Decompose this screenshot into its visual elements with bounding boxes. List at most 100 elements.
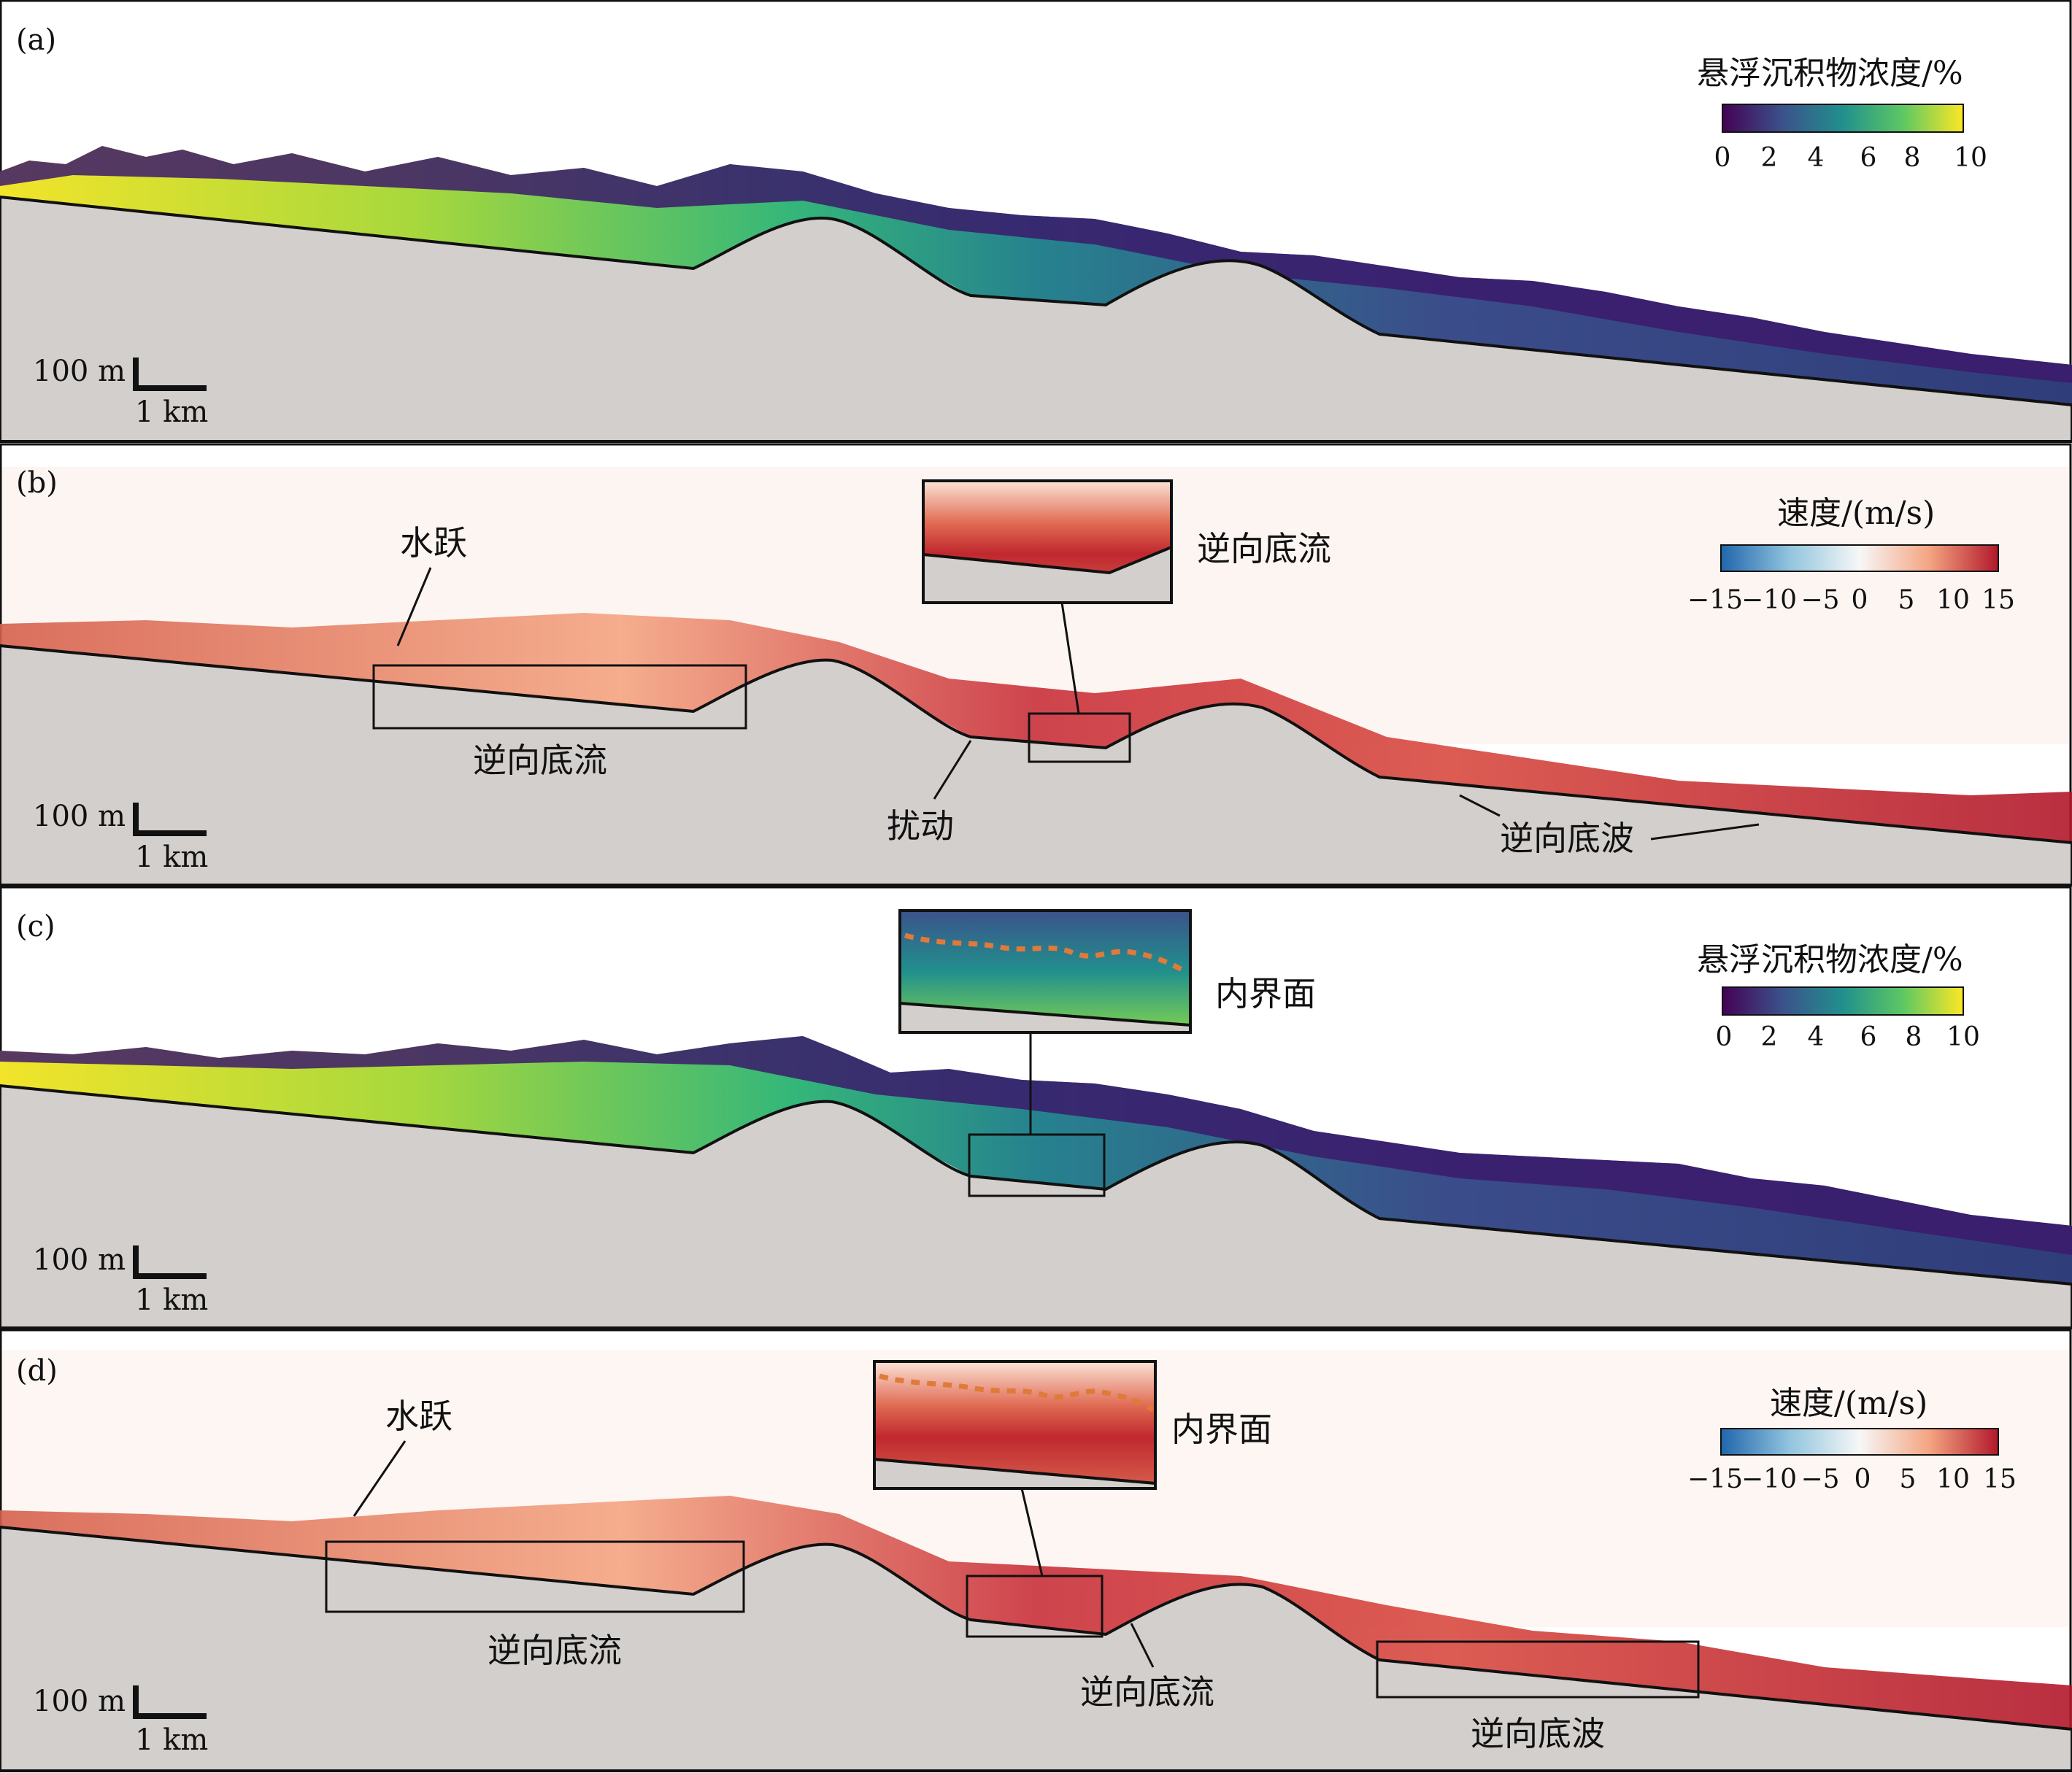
panel-d-colorbar-tick: 5 — [1900, 1464, 1917, 1494]
panel-b-colorbar-tick: 10 — [1936, 585, 1970, 615]
reverse-bedwave-leader-1 — [1459, 794, 1501, 817]
panel-a-terrain — [0, 195, 2072, 443]
panel-c-colorbar-tick: 4 — [1808, 1022, 1825, 1052]
hydraulic-jump-leader — [353, 1440, 407, 1517]
panel-b-colorbar: 速度/(m/s) −15 −10 −5 0 5 10 15 — [1687, 495, 2015, 615]
inset-internal-interface — [873, 1360, 1157, 1490]
panel-a-colorbar-tick: 10 — [1954, 143, 1987, 173]
interface-dashed-line — [904, 932, 1187, 975]
panel-a: (a) 悬浮沉积物浓度/% 0 2 4 6 8 10 100 m 1 km — [0, 0, 2072, 443]
reverse-bedwave-box — [1376, 1640, 1700, 1699]
panel-c-plume-tops — [0, 1036, 2072, 1255]
inset-connector — [1060, 602, 1080, 714]
panel-c-scale-bar: 100 m 1 km — [33, 1243, 208, 1317]
panel-d-colorbar: 速度/(m/s) −15 −10 −5 0 5 10 15 — [1687, 1385, 2017, 1494]
reverse-bedwave-leader-2 — [1650, 823, 1760, 841]
panel-d-terrain — [0, 1525, 2072, 1772]
panel-b-colorbar-bar — [1720, 544, 1999, 572]
panel-b-colorbar-tick: 15 — [1982, 585, 2015, 615]
panel-b-annotations: 水跃 逆向底流 逆向底流 扰动 逆向底波 — [372, 479, 1760, 858]
panel-d: (d) 速度/(m/s) −15 −10 −5 0 5 10 15 水跃 逆向底… — [0, 1329, 2072, 1772]
panel-b: (b) 速度/(m/s) −15 −10 −5 0 5 10 15 水跃 逆向底… — [0, 443, 2072, 886]
panel-d-letter: (d) — [16, 1354, 58, 1388]
panel-a-scale-bar: 100 m 1 km — [33, 355, 208, 429]
panel-d-scale-bar: 100 m 1 km — [33, 1685, 208, 1757]
panel-a-colorbar: 悬浮沉积物浓度/% 0 2 4 6 8 10 — [1697, 55, 1987, 173]
internal-interface-label: 内界面 — [1171, 1410, 1272, 1449]
inset-box-small — [968, 1133, 1106, 1197]
hydraulic-jump-label: 水跃 — [385, 1397, 452, 1436]
panel-a-colorbar-tick: 6 — [1860, 143, 1877, 173]
inset-reverse-underflow — [922, 479, 1173, 604]
panel-d-colorbar-tick: 15 — [1983, 1464, 2017, 1494]
reverse-underflow-label-left: 逆向底流 — [488, 1631, 622, 1670]
panel-a-colorbar-tick: 8 — [1904, 143, 1921, 173]
panel-a-scale-bar-lines — [133, 358, 207, 391]
reverse-underflow-box-left — [325, 1540, 745, 1613]
panel-a-colorbar-tick: 4 — [1808, 143, 1825, 173]
reverse-underflow-label-left: 逆向底流 — [473, 741, 607, 780]
panel-b-colorbar-tick: −10 — [1741, 585, 1797, 615]
panel-b-colorbar-tick: −15 — [1687, 585, 1743, 615]
internal-interface-label: 内界面 — [1215, 974, 1316, 1013]
panel-d-annotations: 水跃 逆向底流 内界面 逆向底流 逆向底波 — [325, 1360, 1700, 1753]
panel-a-colorbar-tick: 2 — [1761, 143, 1778, 173]
disturbance-leader — [933, 740, 972, 800]
panel-c-scale-vertical: 100 m — [33, 1243, 126, 1277]
inset-box-small — [966, 1575, 1104, 1638]
panel-c: (c) 悬浮沉积物浓度/% 0 2 4 6 8 10 内界面 100 m — [0, 886, 2072, 1329]
panel-c-terrain — [0, 1084, 2072, 1329]
panel-b-letter: (b) — [16, 466, 58, 500]
panel-b-colorbar-tick: −5 — [1801, 585, 1839, 615]
panel-b-scale-bar-lines — [133, 803, 207, 836]
panel-a-scale-vertical: 100 m — [33, 355, 126, 388]
panel-a-plume-tops — [0, 146, 2072, 383]
panel-d-colorbar-tick: −5 — [1801, 1464, 1839, 1494]
panel-c-colorbar-tick: 8 — [1906, 1022, 1922, 1052]
panel-d-scale-vertical: 100 m — [33, 1685, 126, 1718]
panel-d-scale-bar-lines — [133, 1685, 207, 1719]
inset-connector — [1020, 1488, 1044, 1577]
panel-b-current-body — [0, 613, 2072, 843]
reverse-underflow-mid-leader — [1130, 1623, 1155, 1668]
inset-frame — [922, 479, 1173, 604]
reverse-bedwave-label: 逆向底波 — [1471, 1714, 1605, 1753]
panel-a-colorbar-bar — [1722, 104, 1964, 133]
inset-frame — [898, 909, 1192, 1034]
panel-a-colorbar-tick: 0 — [1714, 143, 1731, 173]
panel-a-colorbar-title: 悬浮沉积物浓度/% — [1697, 55, 1963, 92]
hydraulic-jump-leader — [396, 567, 432, 646]
panel-b-scale-bar: 100 m 1 km — [33, 800, 208, 874]
panel-d-scale-horizontal: 1 km — [135, 1723, 208, 1757]
panel-a-scale-horizontal: 1 km — [135, 395, 208, 429]
panel-b-scale-vertical: 100 m — [33, 800, 126, 833]
panel-d-colorbar-tick: −10 — [1741, 1464, 1797, 1494]
disturbance-label: 扰动 — [887, 806, 954, 846]
reverse-underflow-label-mid: 逆向底流 — [1080, 1672, 1214, 1712]
panel-c-letter: (c) — [16, 910, 55, 943]
panel-b-terrain — [0, 644, 2072, 886]
panel-c-scale-bar-lines — [133, 1245, 207, 1279]
panel-a-letter: (a) — [16, 23, 56, 57]
inset-frame — [873, 1360, 1157, 1490]
panel-c-annotations: 内界面 — [898, 909, 1316, 1197]
panel-b-colorbar-title: 速度/(m/s) — [1777, 495, 1935, 532]
panel-c-colorbar: 悬浮沉积物浓度/% 0 2 4 6 8 10 — [1697, 941, 1980, 1052]
hydraulic-jump-label: 水跃 — [400, 523, 467, 563]
panel-c-colorbar-title: 悬浮沉积物浓度/% — [1697, 941, 1963, 978]
panel-c-colorbar-bar — [1722, 986, 1964, 1016]
panel-d-colorbar-tick: −15 — [1687, 1464, 1743, 1494]
inset-internal-interface — [898, 909, 1192, 1034]
panel-c-current-body — [0, 1036, 2072, 1284]
panel-b-scale-horizontal: 1 km — [135, 841, 208, 874]
panel-d-colorbar-tick: 0 — [1855, 1464, 1871, 1494]
inset-reverse-underflow-label: 逆向底流 — [1197, 529, 1331, 568]
panel-d-colorbar-tick: 10 — [1936, 1464, 1970, 1494]
panel-d-colorbar-title: 速度/(m/s) — [1770, 1385, 1927, 1422]
panel-a-current-body — [0, 146, 2072, 405]
panel-d-colorbar-bar — [1720, 1428, 1999, 1456]
panel-c-colorbar-tick: 2 — [1761, 1022, 1778, 1052]
panel-b-colorbar-tick: 5 — [1898, 585, 1915, 615]
panel-c-colorbar-tick: 10 — [1946, 1022, 1980, 1052]
